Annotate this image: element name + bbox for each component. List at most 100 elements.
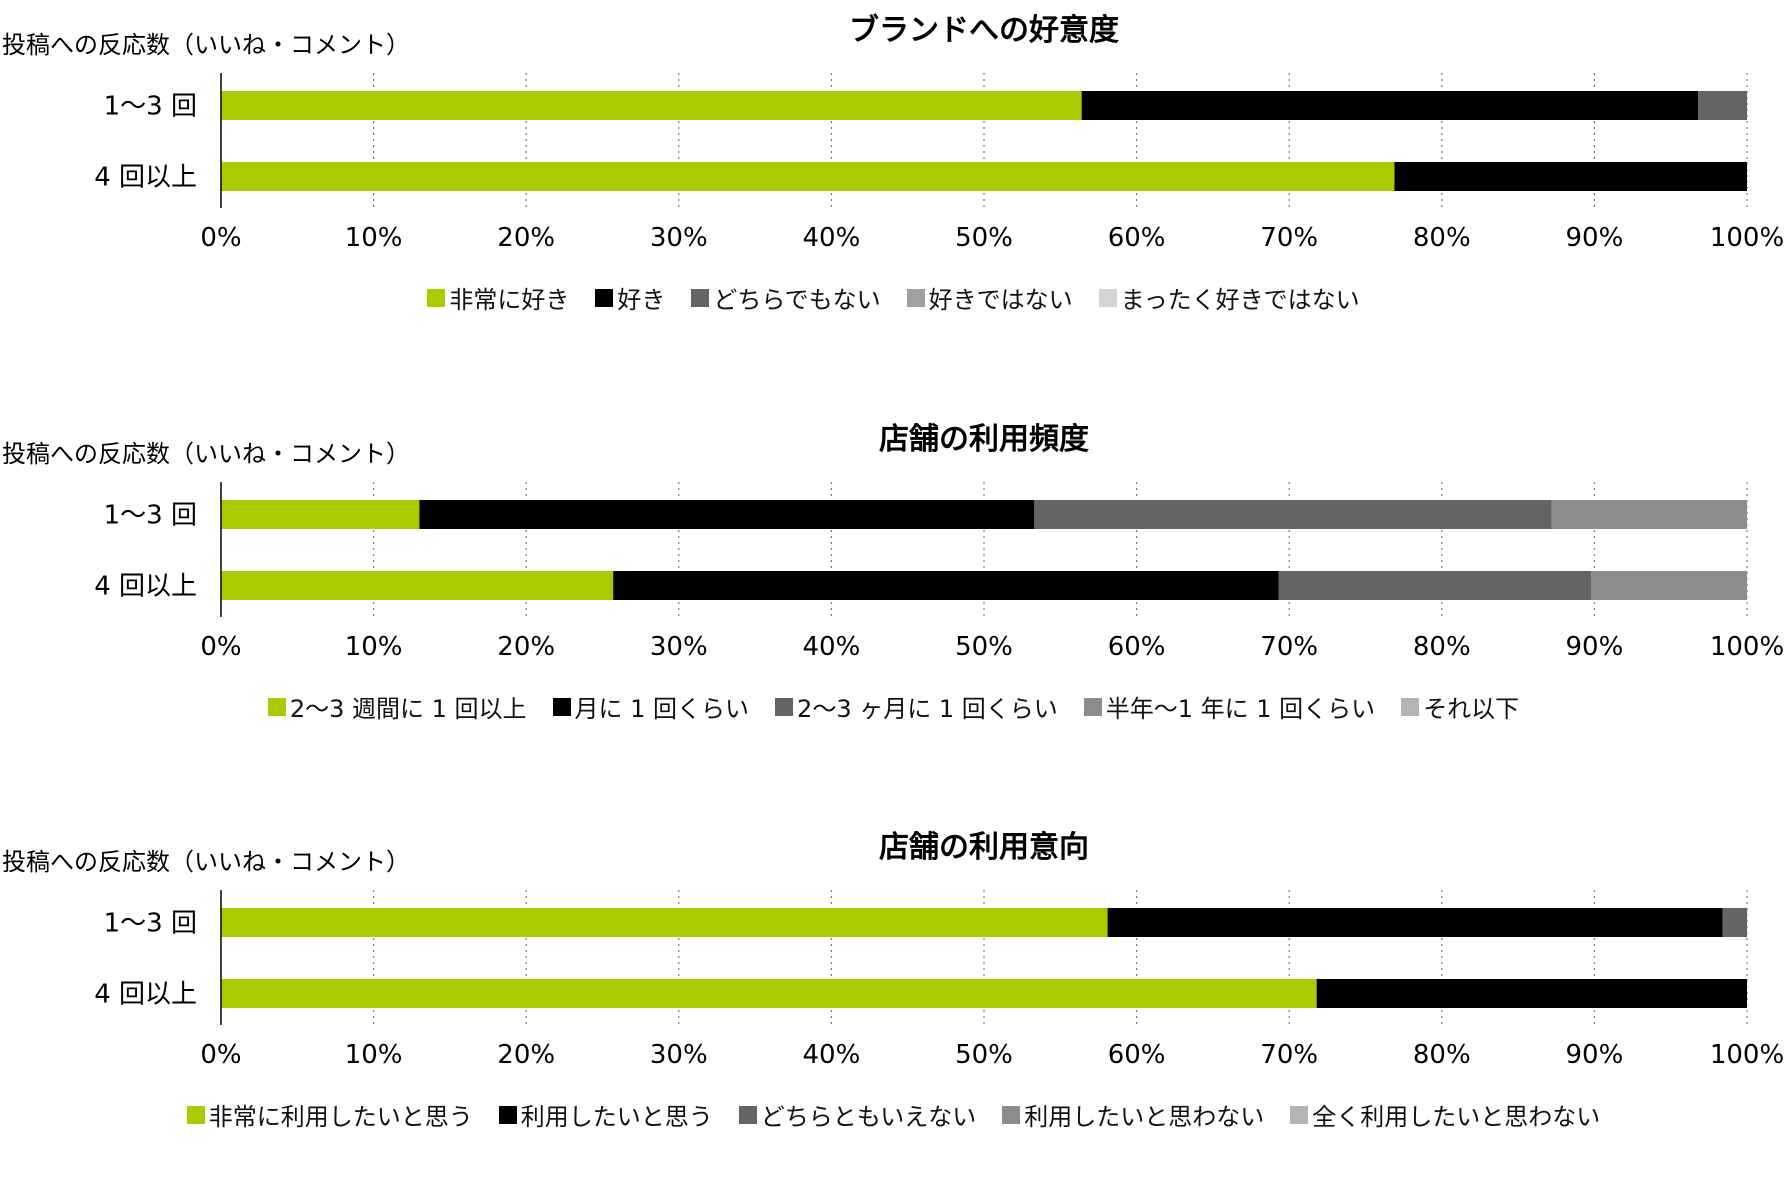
legend-swatch: [691, 288, 710, 307]
x-tick-label: 20%: [497, 223, 555, 253]
x-tick-label: 100%: [1710, 1040, 1784, 1070]
legend-item: 好きではない: [906, 280, 1073, 315]
bar-segment: [1278, 571, 1592, 600]
bar-segment: [1394, 162, 1747, 191]
bar-segment: [221, 979, 1317, 1008]
x-tick-label: 70%: [1260, 223, 1318, 253]
legend-item: 月に 1 回くらい: [552, 689, 749, 724]
category-label: 4 回以上: [94, 572, 197, 602]
bar-segment: [221, 571, 614, 600]
legend-label: どちらともいえない: [760, 1103, 977, 1131]
legend-item: 半年～1 年に 1 回くらい: [1083, 689, 1375, 724]
chart-legend: 非常に利用したいと思う 利用したいと思う どちらともいえない 利用したいと思わない 全く…: [0, 1097, 1787, 1132]
legend-swatch: [267, 697, 286, 716]
chart-store-visit-intention: 店舗の利用意向投稿への反応数（いいね・コメント） 1～3 回 4 回以上 0% 10% 2…: [0, 817, 1787, 1193]
bar-segment: [221, 908, 1108, 937]
legend-label: 2～3 ヶ月に 1 回くらい: [797, 695, 1058, 723]
bar-segment: [1551, 500, 1747, 529]
legend-swatch: [1401, 697, 1420, 716]
x-tick-label: 60%: [1108, 1040, 1166, 1070]
legend-swatch: [186, 1105, 205, 1124]
legend-label: 好きではない: [928, 286, 1073, 314]
legend-label: それ以下: [1423, 695, 1520, 723]
chart-title: 店舗の利用意向: [879, 830, 1089, 865]
bar-segment: [221, 500, 420, 529]
x-tick-label: 100%: [1710, 632, 1784, 662]
x-tick-label: 50%: [955, 223, 1013, 253]
legend-swatch: [427, 288, 446, 307]
chart-legend: 2～3 週間に 1 回以上 月に 1 回くらい 2～3 ヶ月に 1 回くらい 半年～1…: [0, 689, 1787, 724]
legend-label: 非常に利用したいと思う: [208, 1103, 473, 1131]
category-label: 4 回以上: [94, 163, 197, 193]
y-axis-label: 投稿への反応数（いいね・コメント）: [2, 848, 410, 876]
chart-brand-favorability: ブランドへの好意度 投稿への反応数（いいね・コメント） 1～3 回 4 回以上 0% 10…: [0, 0, 1787, 376]
legend-item: 非常に好き: [427, 280, 569, 315]
chart-legend: 非常に好き 好き どちらでもない 好きではない まったく好きではない: [0, 280, 1787, 315]
legend-item: 2～3 週間に 1 回以上: [267, 689, 527, 724]
bar-segment: [221, 91, 1082, 120]
legend-label: 好き: [617, 286, 666, 314]
legend-item: 全く利用したいと思わない: [1290, 1097, 1600, 1132]
x-tick-label: 90%: [1566, 632, 1624, 662]
legend-item: どちらともいえない: [738, 1097, 977, 1132]
legend-swatch: [738, 1105, 757, 1124]
bar-segment: [221, 162, 1395, 191]
x-tick-label: 80%: [1413, 223, 1471, 253]
x-tick-label: 0%: [200, 1040, 241, 1070]
x-tick-label: 10%: [345, 1040, 403, 1070]
legend-item: それ以下: [1401, 689, 1519, 724]
x-tick-label: 50%: [955, 632, 1013, 662]
x-tick-label: 70%: [1260, 632, 1318, 662]
category-label: 4 回以上: [94, 980, 197, 1010]
bar-segment: [613, 571, 1279, 600]
x-tick-label: 90%: [1566, 223, 1624, 253]
x-tick-label: 30%: [650, 223, 708, 253]
legend-label: どちらでもない: [713, 286, 881, 314]
x-tick-label: 60%: [1108, 223, 1166, 253]
chart-title: ブランドへの好意度: [849, 13, 1119, 48]
category-label: 1～3 回: [104, 92, 197, 122]
legend-label: 2～3 週間に 1 回以上: [289, 695, 527, 723]
bar-segment: [419, 500, 1035, 529]
legend-item: 利用したいと思う: [498, 1097, 713, 1132]
legend-item: 利用したいと思わない: [1002, 1097, 1264, 1132]
x-tick-label: 10%: [345, 632, 403, 662]
legend-swatch: [1083, 697, 1102, 716]
legend-swatch: [498, 1105, 517, 1124]
x-tick-label: 20%: [497, 1040, 555, 1070]
legend-label: 全く利用したいと思わない: [1312, 1103, 1601, 1131]
legend-item: 2～3 ヶ月に 1 回くらい: [775, 689, 1058, 724]
legend-swatch: [595, 288, 614, 307]
bar-segment: [1034, 500, 1552, 529]
legend-label: 利用したいと思わない: [1024, 1103, 1265, 1131]
x-tick-label: 20%: [497, 632, 555, 662]
x-tick-label: 90%: [1566, 1040, 1624, 1070]
x-tick-label: 10%: [345, 223, 403, 253]
y-axis-label: 投稿への反応数（いいね・コメント）: [2, 31, 410, 59]
legend-item: どちらでもない: [691, 280, 881, 315]
x-tick-label: 40%: [803, 1040, 861, 1070]
x-tick-label: 100%: [1710, 223, 1784, 253]
chart-store-visit-frequency: 店舗の利用頻度投稿への反応数（いいね・コメント） 1～3 回 4 回以上 0% 10% 2…: [0, 409, 1787, 785]
category-label: 1～3 回: [104, 501, 197, 531]
x-tick-label: 0%: [200, 632, 241, 662]
legend-label: まったく好きではない: [1120, 286, 1360, 314]
legend-item: 好き: [595, 280, 665, 315]
legend-item: まったく好きではない: [1098, 280, 1360, 315]
x-tick-label: 40%: [803, 632, 861, 662]
x-tick-label: 60%: [1108, 632, 1166, 662]
legend-swatch: [1290, 1105, 1309, 1124]
bar-segment: [1698, 91, 1747, 120]
x-tick-label: 30%: [650, 632, 708, 662]
chart-title: 店舗の利用頻度: [879, 422, 1089, 457]
category-label: 1～3 回: [104, 909, 197, 939]
bar-segment: [1107, 908, 1723, 937]
legend-swatch: [552, 697, 571, 716]
y-axis-label: 投稿への反応数（いいね・コメント）: [2, 440, 410, 468]
bar-segment: [1722, 908, 1747, 937]
legend-label: 非常に好き: [449, 286, 570, 314]
bar-segment: [1316, 979, 1747, 1008]
